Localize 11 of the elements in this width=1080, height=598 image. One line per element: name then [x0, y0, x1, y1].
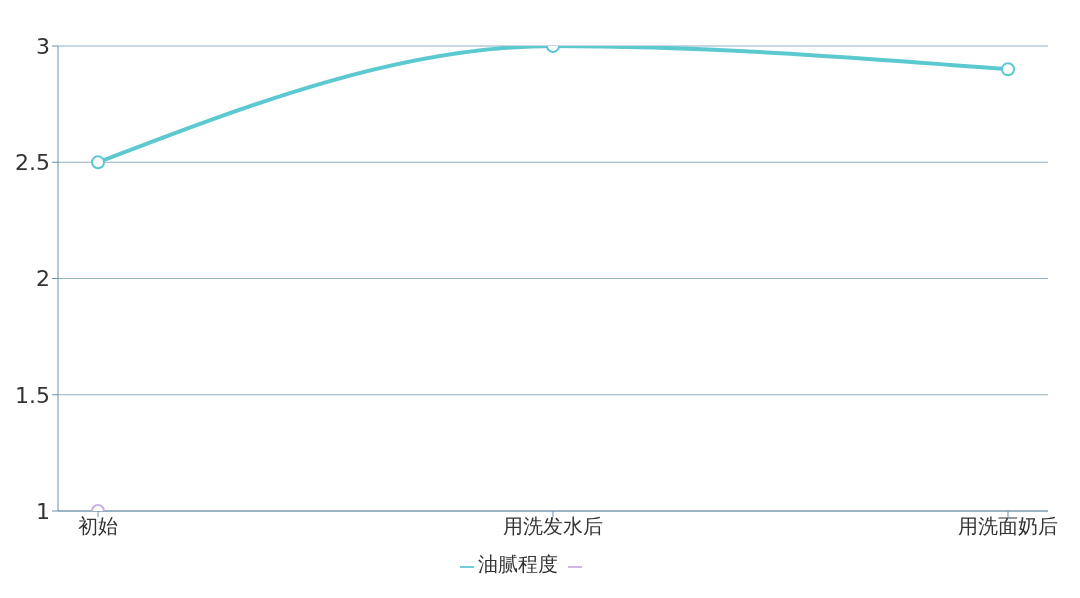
x-tick-label: 用洗发水后: [503, 514, 603, 539]
legend-label: 油腻程度: [478, 552, 558, 576]
x-tick-label: 用洗面奶后: [958, 514, 1058, 539]
y-tick-label: 2.5: [15, 150, 50, 176]
x-tick-label: 初始: [78, 514, 118, 539]
y-tick-label: 3: [36, 33, 50, 59]
y-tick-label: 2: [36, 266, 50, 292]
point: [1001, 62, 1015, 77]
y-tick-label: 1: [36, 498, 50, 524]
point: [91, 155, 105, 170]
y-tick-label: 1.5: [15, 382, 50, 408]
